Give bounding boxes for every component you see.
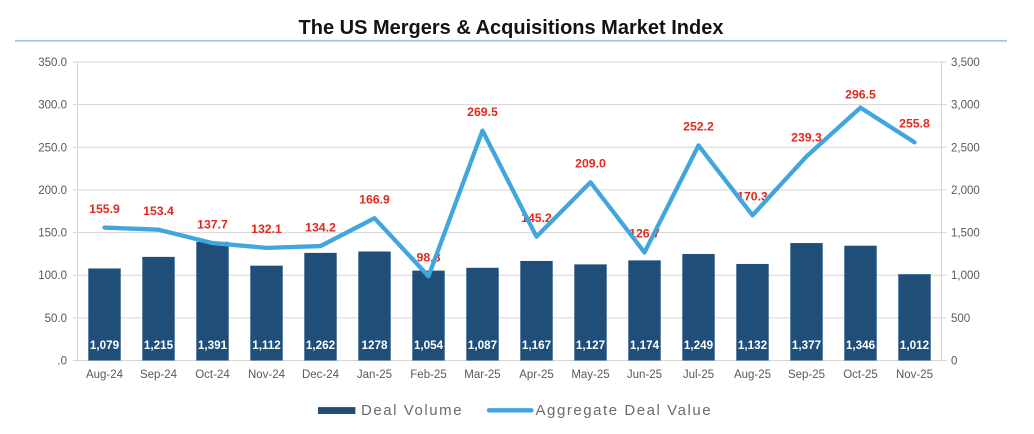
svg-text:1,346: 1,346 (846, 339, 876, 352)
svg-text:269.5: 269.5 (467, 105, 498, 119)
svg-text:1,079: 1,079 (90, 339, 120, 352)
svg-text:300.0: 300.0 (38, 100, 67, 112)
svg-text:1,132: 1,132 (738, 339, 768, 352)
svg-text:1,249: 1,249 (684, 339, 714, 352)
svg-text:239.3: 239.3 (791, 131, 822, 145)
svg-text:252.2: 252.2 (683, 120, 714, 134)
svg-text:Jun-25: Jun-25 (627, 369, 662, 381)
svg-text:Sep-25: Sep-25 (788, 369, 825, 381)
svg-text:Apr-25: Apr-25 (519, 369, 554, 381)
svg-text:The US Mergers & Acquisitions: The US Mergers & Acquisitions Market Ind… (299, 17, 724, 39)
svg-text:Nov-24: Nov-24 (248, 369, 286, 381)
svg-text:200.0: 200.0 (38, 185, 67, 197)
svg-text:209.0: 209.0 (575, 157, 606, 171)
svg-text:296.5: 296.5 (845, 87, 876, 101)
svg-text:1,215: 1,215 (144, 339, 174, 352)
svg-text:1,391: 1,391 (198, 339, 228, 352)
svg-text:1,377: 1,377 (792, 339, 821, 352)
svg-text:1,012: 1,012 (900, 339, 930, 352)
svg-text:150.0: 150.0 (38, 228, 67, 240)
svg-text:Oct-24: Oct-24 (195, 369, 230, 381)
svg-text:100.0: 100.0 (38, 270, 67, 282)
svg-text:2,500: 2,500 (951, 142, 980, 154)
svg-text:3,000: 3,000 (951, 100, 980, 112)
svg-text:132.1: 132.1 (251, 222, 282, 236)
svg-text:1,054: 1,054 (414, 339, 444, 352)
svg-text:Aug-25: Aug-25 (734, 369, 771, 381)
svg-text:3,500: 3,500 (951, 57, 980, 69)
svg-text:50.0: 50.0 (45, 313, 67, 325)
svg-text:155.9: 155.9 (89, 202, 120, 216)
svg-text:134.2: 134.2 (305, 220, 336, 234)
svg-text:0: 0 (951, 356, 957, 368)
svg-text:Jan-25: Jan-25 (357, 369, 392, 381)
svg-text:166.9: 166.9 (359, 192, 390, 206)
svg-text:Dec-24: Dec-24 (302, 369, 340, 381)
svg-text:500: 500 (951, 313, 970, 325)
svg-text:.0: .0 (57, 356, 67, 368)
svg-text:1,262: 1,262 (306, 339, 336, 352)
svg-text:170.3: 170.3 (737, 190, 768, 204)
svg-text:1,127: 1,127 (576, 339, 605, 352)
svg-text:1,000: 1,000 (951, 270, 980, 282)
svg-text:Sep-24: Sep-24 (140, 369, 178, 381)
svg-text:1278: 1278 (361, 339, 388, 352)
svg-text:255.8: 255.8 (899, 117, 930, 131)
svg-text:2,000: 2,000 (951, 185, 980, 197)
svg-text:Nov-25: Nov-25 (896, 369, 933, 381)
svg-text:250.0: 250.0 (38, 142, 67, 154)
svg-text:Mar-25: Mar-25 (464, 369, 500, 381)
svg-text:1,087: 1,087 (468, 339, 497, 352)
svg-text:May-25: May-25 (571, 369, 609, 381)
svg-text:Aggregate Deal Value: Aggregate Deal Value (536, 402, 713, 419)
svg-text:Oct-25: Oct-25 (843, 369, 878, 381)
svg-text:Feb-25: Feb-25 (410, 369, 446, 381)
svg-text:1,500: 1,500 (951, 228, 980, 240)
svg-text:Jul-25: Jul-25 (683, 369, 714, 381)
svg-text:1,174: 1,174 (630, 339, 660, 352)
svg-text:153.4: 153.4 (143, 204, 174, 218)
svg-text:1,167: 1,167 (522, 339, 551, 352)
svg-text:Aug-24: Aug-24 (86, 369, 124, 381)
svg-text:137.7: 137.7 (197, 217, 228, 231)
svg-text:Deal Volume: Deal Volume (361, 402, 463, 419)
svg-text:350.0: 350.0 (38, 57, 67, 69)
svg-text:1,112: 1,112 (252, 339, 281, 352)
